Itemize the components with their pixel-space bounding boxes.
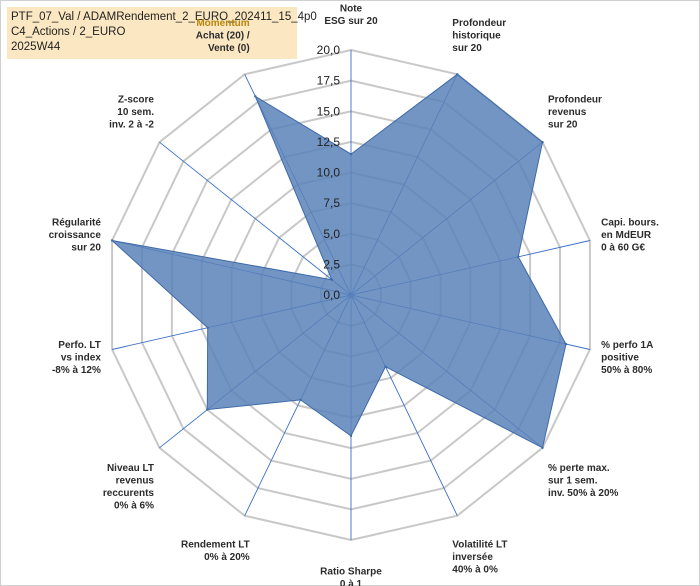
axis-label-5: % perte max. sur 1 sem. inv. 50% à 20% [548, 463, 619, 499]
axis-label-9: Niveau LT revenus reccurents 0% à 6% [103, 463, 155, 512]
axis-label-13-line-0: Momentum [196, 18, 249, 29]
axis-label-3-line-0: Capi. bours. [601, 218, 659, 229]
tick-label-4: 10,0 [317, 166, 341, 180]
axis-spoke-12 [159, 141, 352, 296]
tick-label-7: 17,5 [317, 74, 341, 88]
tick-label-1: 2,5 [323, 257, 340, 271]
title-line-week: 2025W44 [11, 41, 61, 53]
series-point-4 [564, 342, 568, 346]
series-point-2 [541, 141, 544, 144]
axis-label-12-line-2: inv. 2 à -2 [109, 120, 154, 131]
series-point-0 [349, 152, 353, 156]
axis-label-3: Capi. bours. en MdEUR 0 à 60 G€ [601, 218, 659, 254]
tick-label-5: 12,5 [317, 135, 341, 149]
series-point-1 [456, 73, 459, 76]
series-point-7 [349, 434, 353, 438]
series-point-13 [254, 95, 257, 98]
axis-label-11-line-1: croissance [49, 230, 102, 241]
axis-label-11-line-2: sur 20 [71, 243, 101, 254]
axis-label-2-line-2: sur 20 [548, 120, 578, 131]
axis-label-10-line-1: vs index [61, 352, 101, 363]
axis-label-12-line-1: 10 sem. [117, 107, 154, 118]
radar-series [110, 73, 568, 449]
axis-label-8-line-0: Rendement LT [181, 539, 250, 550]
title-line-category: C4_Actions / 2_EURO [11, 26, 126, 38]
axis-label-6-line-1: inversée [452, 552, 493, 563]
axis-label-13: Momentum Achat (20) / Vente (0) [196, 18, 250, 54]
axis-label-7: Ratio Sharpe 0 à 1 [320, 567, 382, 586]
radar-tick-labels: 0,0 2,5 5,0 7,5 10,0 12,5 15,0 17,5 20,0 [317, 43, 341, 302]
axis-label-6-line-2: 40% à 0% [452, 564, 498, 575]
axis-label-0: Note ESG sur 20 [324, 4, 378, 28]
axis-label-13-line-1: Achat (20) / [196, 31, 250, 42]
axis-label-0-line-0: Note [340, 4, 363, 15]
chart-title-box: PTF_07_Val / ADAMRendement_2_EURO_202411… [7, 7, 317, 59]
axis-label-9-line-2: reccurents [103, 488, 155, 499]
axis-label-1-line-0: Profondeur [452, 18, 506, 29]
tick-label-2: 5,0 [323, 227, 340, 241]
series-point-5 [541, 446, 544, 449]
axis-label-4-line-2: 50% à 80% [601, 365, 652, 376]
title-line-portfolio: PTF_07_Val / ADAMRendement_2_EURO_202411… [11, 11, 317, 23]
axis-label-9-line-0: Niveau LT [107, 463, 154, 474]
axis-label-12: Z-score 10 sem. inv. 2 à -2 [109, 95, 154, 131]
axis-label-0-line-1: ESG sur 20 [324, 16, 378, 27]
series-point-11 [110, 239, 114, 242]
series-point-6 [384, 365, 387, 368]
axis-label-1-line-1: historique [452, 31, 501, 42]
tick-label-6: 15,0 [317, 104, 341, 118]
axis-label-1-line-2: sur 20 [452, 43, 482, 54]
axis-label-2: Profondeur revenus sur 20 [548, 95, 602, 131]
axis-label-5-line-0: % perte max. [548, 463, 610, 474]
tick-label-8: 20,0 [317, 43, 341, 57]
axis-label-1: Profondeur historique sur 20 [452, 18, 506, 54]
axis-label-11: Régularité croissance sur 20 [49, 218, 102, 254]
axis-label-9-line-3: 0% à 6% [114, 501, 154, 512]
axis-label-10: Perfo. LT vs index -8% à 12% [52, 340, 101, 376]
series-point-3 [517, 255, 520, 258]
axis-label-2-line-1: revenus [548, 107, 587, 118]
axis-label-4: % perfo 1A positive 50% à 80% [601, 340, 653, 376]
axis-label-11-line-0: Régularité [52, 218, 101, 229]
series-point-12 [330, 278, 333, 281]
series-point-10 [206, 326, 209, 329]
tick-label-0: 0,0 [323, 288, 340, 302]
axis-label-2-line-0: Profondeur [548, 95, 602, 106]
axis-label-12-line-0: Z-score [118, 95, 155, 106]
axis-label-6-line-0: Volatilité LT [452, 539, 507, 550]
axis-label-7-line-0: Ratio Sharpe [320, 567, 382, 578]
tick-label-3: 7,5 [323, 196, 340, 210]
series-point-8 [299, 398, 302, 402]
radar-axis-labels: Note ESG sur 20 Profondeur historique sur 20… [49, 4, 659, 586]
axis-label-7-line-1: 0 à 1 [340, 579, 363, 586]
axis-label-10-line-2: -8% à 12% [52, 365, 101, 376]
series-point-9 [206, 408, 209, 411]
axis-label-5-line-1: sur 1 sem. [548, 476, 598, 487]
axis-label-6: Volatilité LT inversée 40% à 0% [452, 539, 507, 575]
axis-label-3-line-2: 0 à 60 G€ [601, 243, 645, 254]
axis-label-4-line-1: positive [601, 352, 639, 363]
axis-label-8-line-1: 0% à 20% [204, 552, 250, 563]
axis-label-5-line-2: inv. 50% à 20% [548, 488, 619, 499]
axis-label-8: Rendement LT 0% à 20% [181, 539, 250, 563]
axis-label-3-line-1: en MdEUR [601, 230, 652, 241]
axis-label-10-line-0: Perfo. LT [58, 340, 101, 351]
axis-label-4-line-0: % perfo 1A [601, 340, 653, 351]
axis-label-13-line-2: Vente (0) [208, 43, 250, 54]
axis-label-9-line-1: revenus [116, 476, 155, 487]
